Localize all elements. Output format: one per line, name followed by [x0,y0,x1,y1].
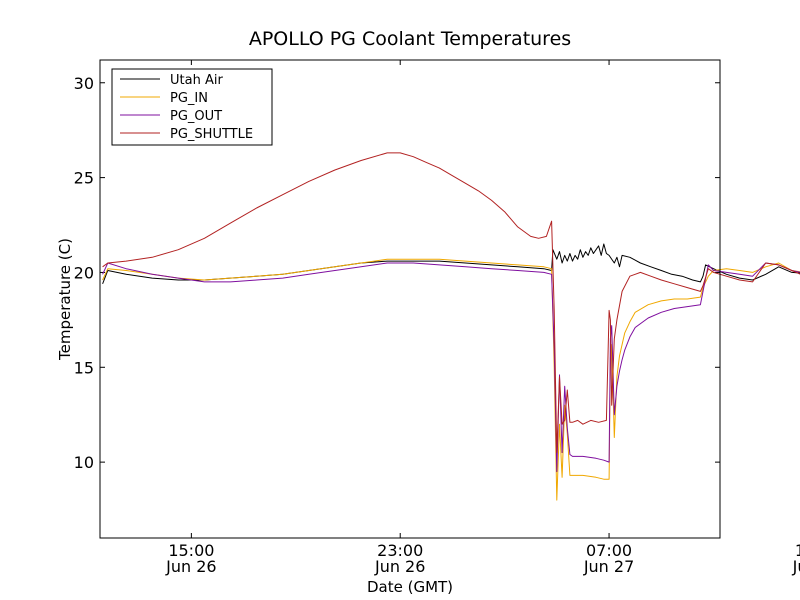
y-tick-label: 25 [74,169,94,188]
x-tick-label-date: Jun 26 [374,557,425,576]
legend-label-3: PG_SHUTTLE [170,127,253,142]
x-tick-label-date: Jun 27 [583,557,634,576]
plot-area-frame [99,59,721,539]
legend-label-1: PG_IN [170,91,208,106]
x-tick-label-date: Jun 27 [792,557,800,576]
chart-title: APOLLO PG Coolant Temperatures [249,28,571,50]
x-tick-label-time: 23:00 [377,541,423,560]
legend: Utah Air PG_IN PG_OUT PG_SHUTTLE [111,68,273,146]
series-line-0 [102,243,800,284]
y-tick-label: 15 [74,358,94,377]
y-tick-label: 10 [74,453,94,472]
y-tick-label: 20 [74,263,94,282]
x-tick-label-time: 15:00 [168,541,214,560]
x-axis-label: Date (GMT) [367,578,453,596]
x-tick-label-date: Jun 26 [165,557,216,576]
series-lines [102,152,800,501]
legend-box [111,68,273,146]
y-tick-label: 30 [74,74,94,93]
x-tick-label-time: 15:00 [795,541,800,560]
x-tick-label-time: 07:00 [586,541,632,560]
y-axis-label: Temperature (C) [56,238,74,361]
legend-label-2: PG_OUT [170,109,222,124]
legend-entries: Utah Air PG_IN PG_OUT PG_SHUTTLE [120,73,253,142]
series-line-3 [102,152,800,454]
legend-label-0: Utah Air [170,73,223,88]
y-axis-ticks: 10 15 20 25 30 [74,74,720,472]
